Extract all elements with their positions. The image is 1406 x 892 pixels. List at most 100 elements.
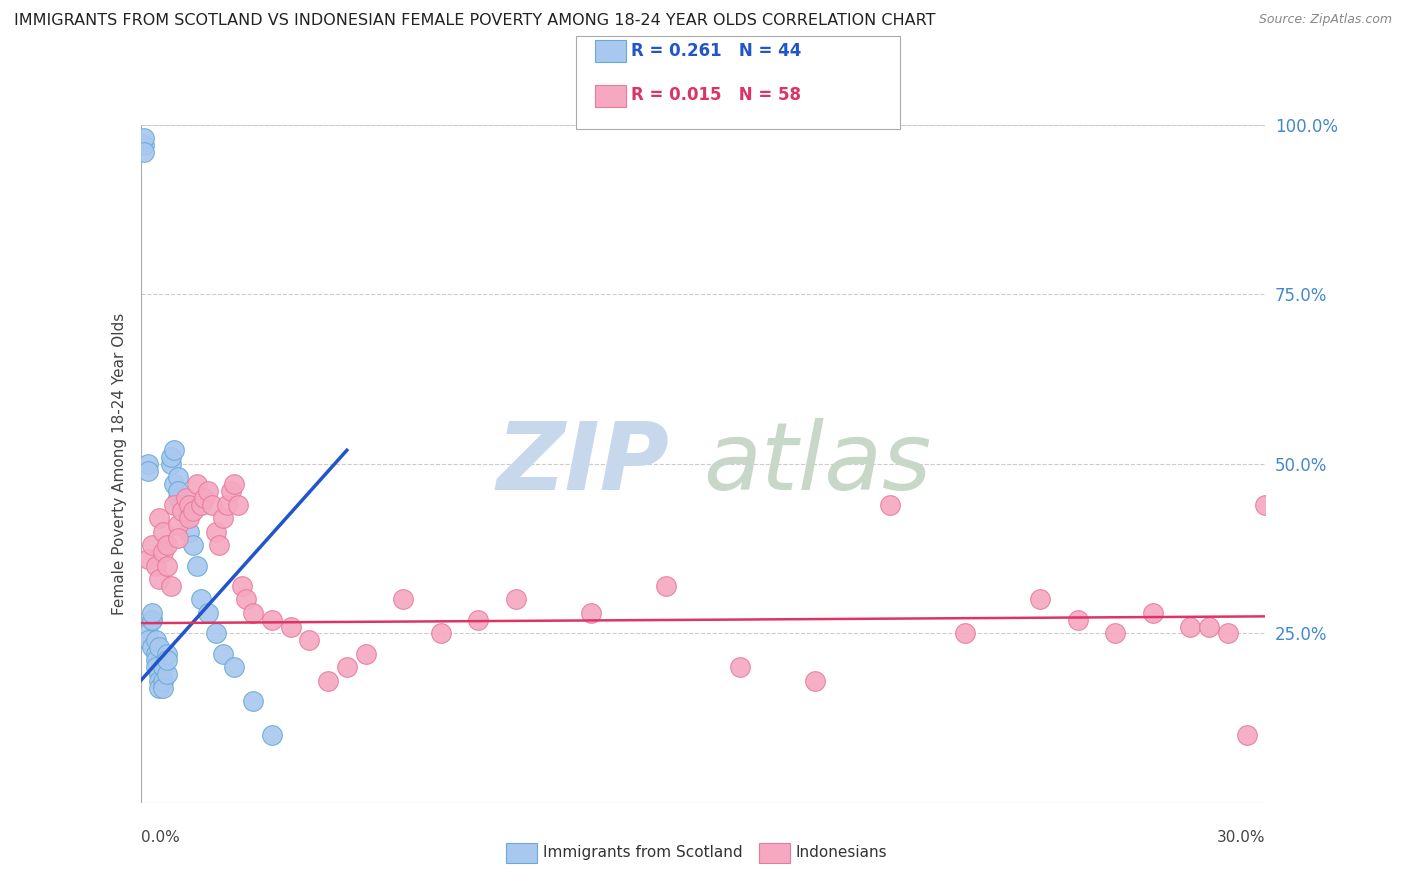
Point (167, 483, 190, 498)
Point (654, 579, 676, 593)
Point (134, 131, 156, 145)
Point (1142, 606, 1164, 620)
Point (148, 640, 170, 654)
Point (1236, 728, 1258, 742)
Point (159, 457, 181, 471)
Text: Immigrants from Scotland: Immigrants from Scotland (543, 846, 742, 860)
Point (219, 483, 242, 498)
Point (215, 498, 238, 512)
Point (152, 524, 174, 539)
Point (156, 558, 179, 573)
Text: R = 0.261   N = 44: R = 0.261 N = 44 (631, 42, 801, 60)
Y-axis label: Female Poverty Among 18-24 Year Olds: Female Poverty Among 18-24 Year Olds (111, 313, 127, 615)
Text: 30.0%: 30.0% (1218, 830, 1265, 845)
Point (242, 694, 264, 708)
Point (316, 673, 339, 688)
Point (429, 626, 451, 640)
Point (1067, 613, 1090, 627)
Point (231, 579, 253, 593)
Point (148, 681, 170, 695)
Point (224, 660, 246, 674)
Point (955, 626, 977, 640)
Point (174, 491, 197, 505)
Text: IMMIGRANTS FROM SCOTLAND VS INDONESIAN FEMALE POVERTY AMONG 18-24 YEAR OLDS CORR: IMMIGRANTS FROM SCOTLAND VS INDONESIAN F… (14, 13, 935, 29)
Point (163, 477, 186, 491)
Point (167, 532, 190, 546)
Point (145, 660, 167, 674)
Point (167, 517, 190, 532)
Point (298, 633, 321, 648)
Point (212, 511, 235, 525)
Point (1104, 626, 1126, 640)
Point (167, 491, 190, 505)
Point (242, 606, 264, 620)
Point (1216, 626, 1239, 640)
Point (148, 673, 170, 688)
Point (179, 524, 201, 539)
Point (145, 653, 167, 667)
Point (190, 592, 212, 607)
Point (141, 640, 163, 654)
Point (354, 647, 377, 661)
Point (212, 647, 235, 661)
Point (204, 524, 226, 539)
Point (197, 606, 219, 620)
Point (141, 538, 163, 552)
Point (336, 660, 359, 674)
Point (156, 647, 179, 661)
Point (145, 647, 167, 661)
Point (159, 450, 181, 464)
Point (181, 504, 204, 518)
Point (134, 138, 156, 153)
Point (197, 483, 219, 498)
Point (181, 538, 204, 552)
Point (505, 592, 527, 607)
Point (136, 464, 159, 478)
Point (148, 572, 170, 586)
Point (260, 613, 283, 627)
Point (167, 470, 190, 484)
Point (804, 673, 827, 688)
Point (730, 660, 752, 674)
Point (467, 613, 489, 627)
Point (179, 498, 201, 512)
Point (145, 558, 167, 573)
Point (174, 504, 197, 518)
Point (156, 538, 179, 552)
Point (280, 619, 302, 633)
Point (148, 667, 170, 681)
Point (186, 558, 208, 573)
Point (152, 660, 174, 674)
Point (136, 626, 159, 640)
Point (201, 498, 224, 512)
Point (208, 538, 231, 552)
Point (392, 592, 415, 607)
Point (152, 545, 174, 559)
Point (163, 443, 186, 458)
Point (141, 606, 163, 620)
Point (136, 633, 159, 648)
Point (260, 728, 283, 742)
Point (156, 667, 179, 681)
Point (134, 145, 156, 159)
Text: Source: ZipAtlas.com: Source: ZipAtlas.com (1258, 13, 1392, 27)
Point (1254, 498, 1277, 512)
Point (179, 511, 201, 525)
Point (136, 551, 159, 566)
Point (170, 498, 193, 512)
Point (190, 498, 212, 512)
Point (152, 681, 174, 695)
Text: atlas: atlas (703, 418, 931, 509)
Point (148, 511, 170, 525)
Point (579, 606, 602, 620)
Point (141, 613, 163, 627)
Point (170, 504, 193, 518)
Point (141, 613, 163, 627)
Point (163, 498, 186, 512)
Point (186, 477, 208, 491)
Point (145, 633, 167, 648)
Point (1198, 619, 1220, 633)
Point (224, 477, 246, 491)
Point (204, 626, 226, 640)
Text: ZIP: ZIP (496, 417, 669, 510)
